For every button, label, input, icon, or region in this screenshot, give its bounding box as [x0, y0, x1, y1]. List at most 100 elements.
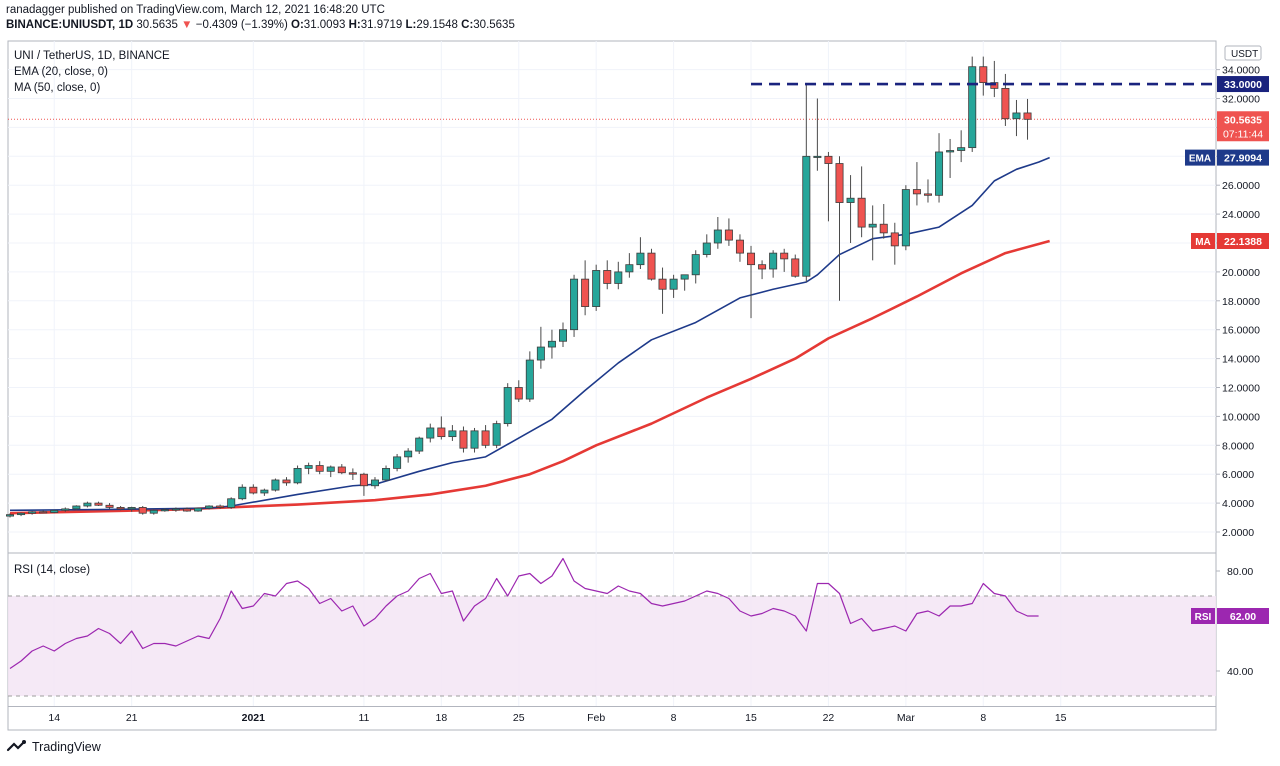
y-tick-label: 34.0000 [1222, 65, 1260, 77]
last-price-label-bg [1217, 111, 1269, 142]
y-tick-label: 20.0000 [1222, 267, 1260, 279]
symbol-label: BINANCE:UNIUSDT, 1D [6, 19, 134, 31]
candle-down [437, 427, 446, 438]
candle-up [846, 197, 855, 203]
candle-up [525, 359, 534, 400]
candle-down [990, 82, 999, 89]
candle-down [735, 239, 744, 254]
candle-up [503, 387, 512, 425]
candle-up [171, 508, 180, 511]
candle-up [160, 509, 169, 512]
candle-up [304, 465, 313, 469]
rsi-band-fill [8, 596, 1216, 696]
candle-up [238, 486, 247, 500]
y-tick-label: 26.0000 [1222, 180, 1260, 192]
ema-name-bg [1185, 149, 1215, 166]
y-tick-label: 32.0000 [1222, 94, 1260, 106]
rsi-value-label: 62.00 [1230, 611, 1256, 623]
candle-up [680, 274, 689, 280]
candle-down [979, 66, 988, 84]
candle-down [116, 507, 125, 510]
legend-ma: MA (50, close, 0) [14, 82, 101, 94]
candle-up [426, 427, 435, 439]
x-tick-label: 2021 [242, 712, 266, 724]
candle-up [293, 468, 302, 484]
candle-up [570, 278, 579, 331]
candle-down [94, 502, 103, 506]
candle-up [559, 329, 568, 342]
low-value: 29.1548 [416, 19, 458, 31]
x-tick-label: 22 [823, 712, 835, 724]
candle-up [968, 66, 977, 149]
legend-ema: EMA (20, close, 0) [14, 66, 108, 78]
candles-group [6, 56, 1032, 518]
y-tick-label: 18.0000 [1222, 296, 1260, 308]
close-value: 30.5635 [473, 19, 515, 31]
candle-up [393, 456, 402, 469]
candle-down [337, 466, 346, 474]
candle-up [370, 479, 379, 487]
rsi-tick-label: 40.00 [1227, 666, 1253, 678]
candle-down [315, 465, 324, 472]
publish-line: ranadagger published on TradingView.com,… [6, 4, 385, 16]
rsi-value-label-bg [1217, 608, 1269, 624]
ohlc-header: BINANCE:UNIUSDT, 1D 30.5635 ▼ −0.4309 (−… [6, 19, 515, 31]
high-value: 31.9719 [360, 19, 403, 31]
y-tick-label: 12.0000 [1222, 383, 1260, 395]
currency-badge [1224, 45, 1262, 61]
candle-up [492, 423, 501, 446]
candle-up [17, 512, 26, 516]
candle-down [835, 163, 844, 203]
candle-up [149, 509, 158, 514]
candle-down [39, 511, 48, 514]
tradingview-brand: TradingView [32, 740, 101, 754]
candle-down [658, 278, 667, 290]
candle-up [415, 437, 424, 452]
candle-down [758, 264, 767, 270]
candle-up [448, 430, 457, 438]
candle-down [216, 505, 225, 508]
candle-down [923, 193, 932, 196]
candle-up [227, 498, 236, 508]
x-tick-label: 25 [513, 712, 525, 724]
candle-down [514, 387, 523, 400]
currency-label: USDT [1231, 49, 1258, 60]
tradingview-logo[interactable]: TradingView [6, 739, 101, 755]
candle-up [470, 430, 479, 449]
candle-up [802, 155, 811, 277]
candle-up [260, 489, 269, 494]
candle-down [857, 197, 866, 228]
candle-up [868, 223, 877, 228]
tradingview-icon [6, 740, 26, 752]
ma-price-label-bg [1217, 232, 1269, 249]
open-label: O: [291, 19, 304, 31]
candle-down [647, 252, 656, 280]
last-price-label: 30.5635 [1224, 114, 1262, 126]
y-tick-label: 10.0000 [1222, 411, 1260, 423]
ma-name-tag: MA [1195, 237, 1211, 248]
candle-up [1012, 112, 1021, 120]
candle-up [592, 270, 601, 307]
x-tick-label: 11 [358, 712, 369, 724]
candle-up [813, 155, 822, 158]
candle-up [636, 252, 645, 266]
candle-down [879, 223, 888, 234]
y-tick-label: 16.0000 [1222, 325, 1260, 337]
x-tick-label: 18 [435, 712, 447, 724]
candle-down [249, 486, 258, 494]
ema-price-label: 27.9094 [1224, 153, 1262, 165]
ma-price-label: 22.1388 [1224, 236, 1262, 248]
down-arrow-icon: ▼ [181, 19, 193, 31]
candle-down [1001, 87, 1010, 120]
candle-down [348, 472, 357, 475]
candle-up [536, 346, 545, 361]
candle-up [205, 505, 214, 509]
y-tick-label: 8.0000 [1222, 440, 1254, 452]
candle-up [50, 509, 59, 513]
candle-up [625, 264, 634, 273]
candle-down [1023, 112, 1032, 120]
x-tick-label: Feb [587, 712, 605, 724]
candle-up [901, 189, 910, 247]
candle-up [547, 340, 556, 348]
